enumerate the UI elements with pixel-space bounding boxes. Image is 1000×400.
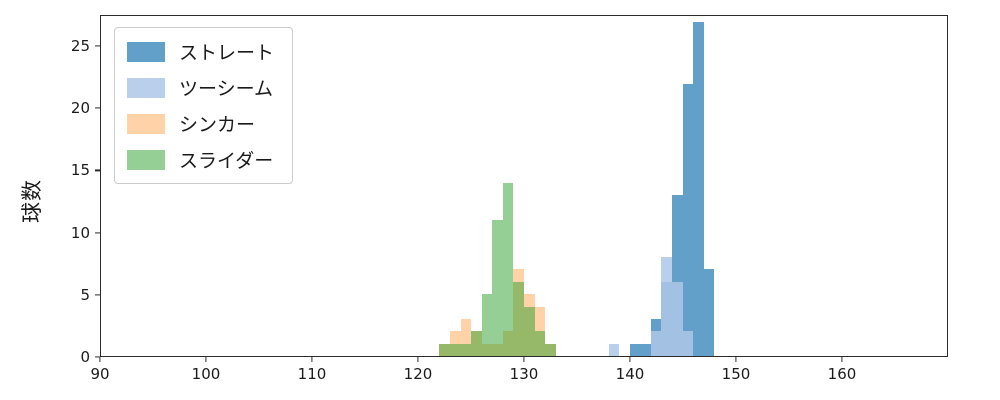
histogram-bar: [672, 281, 683, 356]
legend-color-patch: [127, 77, 165, 98]
legend-label: シンカー: [179, 114, 256, 136]
legend-label: ツーシーム: [179, 78, 274, 100]
x-tick-label: 100: [191, 365, 221, 383]
histogram-bar: [502, 182, 514, 356]
histogram-bar: [661, 257, 673, 356]
histogram-bar: [492, 220, 503, 356]
y-tick-mark: [95, 232, 100, 234]
legend-color-patch: [127, 149, 165, 170]
histogram-bar: [650, 331, 662, 356]
x-tick-label: 130: [509, 365, 539, 383]
x-tick-label: 140: [615, 365, 645, 383]
x-tick-label: 90: [90, 365, 110, 383]
histogram-bar: [460, 318, 472, 356]
y-tick-mark: [95, 107, 100, 109]
x-axis: 90 100 110 120 130 140 150 160: [90, 357, 948, 387]
histogram-bar: [693, 22, 704, 356]
x-tick-label: 120: [403, 365, 433, 383]
histogram-bar: [703, 269, 715, 356]
histogram-bar: [682, 84, 694, 356]
x-tick-mark: [841, 357, 843, 362]
plot-area: ストレートツーシームシンカースライダー: [100, 15, 948, 357]
y-tick-mark: [95, 169, 100, 172]
legend-label: スライダー: [179, 150, 274, 172]
legend-label: ストレート: [179, 42, 275, 64]
x-tick-mark: [629, 357, 631, 362]
legend-item: シンカー: [127, 110, 274, 137]
histogram-bar: [524, 306, 535, 356]
histogram-bar: [629, 343, 641, 356]
y-tick-label: 10: [70, 223, 90, 242]
legend: ストレートツーシームシンカースライダー: [114, 27, 294, 184]
histogram-bar: [534, 306, 546, 356]
y-tick-label: 5: [80, 285, 90, 304]
legend-item: スライダー: [127, 146, 274, 173]
y-tick-label: 25: [70, 37, 90, 56]
histogram-bar: [608, 343, 620, 356]
legend-item: ツーシーム: [127, 74, 274, 101]
x-tick-label: 110: [297, 365, 327, 383]
histogram-bar: [682, 331, 694, 356]
y-tick-mark: [95, 45, 100, 47]
histogram-bar: [481, 294, 493, 356]
x-tick-mark: [99, 357, 101, 362]
legend-color-patch: [127, 113, 165, 134]
histogram-bar: [449, 343, 461, 356]
histogram-bar: [545, 343, 556, 356]
x-tick-mark: [523, 357, 525, 362]
y-tick-mark: [95, 356, 100, 358]
y-tick-label: 15: [70, 161, 90, 180]
legend-item: ストレート: [127, 38, 274, 65]
y-axis: 0 5 10 15 20 25: [0, 15, 100, 366]
x-tick-mark: [735, 357, 737, 362]
histogram-bar: [534, 331, 546, 356]
x-tick-mark: [311, 357, 313, 362]
y-tick-label: 20: [70, 99, 90, 118]
histogram-bar: [460, 343, 472, 356]
x-tick-label: 150: [721, 365, 751, 383]
legend-color-patch: [127, 41, 165, 62]
histogram-bar: [471, 331, 482, 356]
x-tick-label: 160: [827, 365, 857, 383]
histogram-bar: [640, 343, 651, 356]
x-tick-mark: [417, 357, 419, 362]
histogram-bar: [513, 281, 524, 356]
y-tick-label: 0: [80, 348, 90, 366]
histogram-bar: [672, 195, 683, 356]
histogram-bar: [439, 343, 450, 356]
x-tick-mark: [205, 357, 207, 362]
y-tick-mark: [95, 294, 100, 296]
